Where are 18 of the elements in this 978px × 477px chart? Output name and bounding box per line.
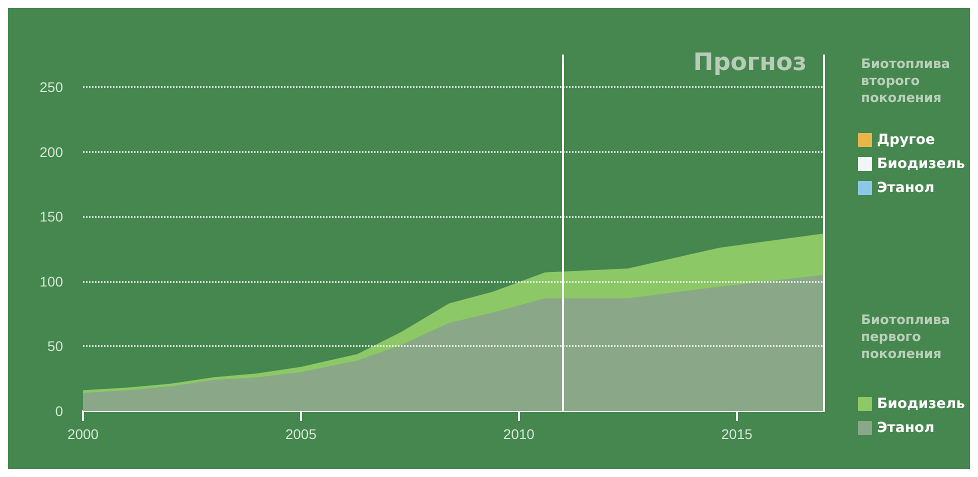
y-tick-label: 150 — [40, 208, 64, 225]
x-tick-label: 2010 — [503, 426, 535, 442]
y-tick-label: 0 — [55, 403, 64, 419]
legend-label: Другое — [877, 132, 936, 148]
text: Биотоплива первого поколения — [861, 313, 950, 362]
x-tick-label: 2005 — [285, 426, 317, 442]
legend-label: Этанол — [877, 180, 934, 196]
legend-label: Биодизель — [877, 396, 966, 412]
annotation: Прогноз — [693, 48, 807, 76]
y-tick-label: 250 — [40, 79, 64, 95]
x-tick-label: 2015 — [721, 426, 753, 442]
legend-label: Биодизель — [877, 156, 966, 172]
y-tick-label: 200 — [40, 144, 64, 160]
x-tick-label: 2000 — [67, 426, 99, 442]
y-tick-label: 50 — [47, 338, 64, 354]
legend-label: Этанол — [877, 420, 934, 436]
text: Биотоплива второго поколения — [861, 57, 950, 106]
y-tick-label: 100 — [40, 273, 64, 290]
